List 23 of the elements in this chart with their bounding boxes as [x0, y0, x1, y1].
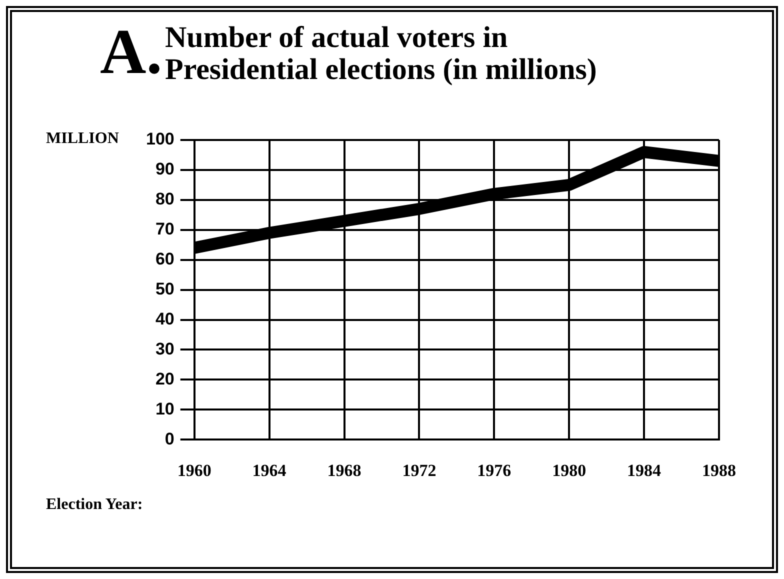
x-tick-label: 1968	[327, 461, 362, 480]
y-tick-label: 80	[155, 190, 174, 209]
x-tick-label: 1980	[552, 461, 586, 480]
x-axis-title: Election Year:	[46, 496, 143, 514]
x-tick-label: 1964	[252, 461, 287, 480]
x-tick-label: 1976	[477, 461, 512, 480]
y-tick-label: 70	[155, 220, 174, 239]
x-tick-label: 1972	[402, 461, 436, 480]
y-tick-label: 40	[155, 309, 174, 328]
x-tick-label: 1960	[177, 461, 212, 480]
y-tick-label: 90	[155, 160, 174, 179]
y-tick-label: 30	[155, 339, 174, 358]
y-tick-label: 60	[155, 250, 174, 269]
x-tick-label: 1988	[702, 461, 736, 480]
x-tick-label: 1984	[627, 461, 662, 480]
y-tick-label: 100	[146, 130, 174, 149]
text: A.	[100, 16, 162, 87]
y-tick-label: 10	[155, 399, 174, 418]
chart-title: Number of actual voters in Presidential elections (in millions)	[165, 21, 598, 86]
y-axis-title: MILLION	[46, 130, 119, 148]
y-tick-label: 50	[155, 279, 174, 298]
y-tick-label: 20	[155, 369, 174, 388]
y-tick-label: 0	[164, 429, 174, 448]
